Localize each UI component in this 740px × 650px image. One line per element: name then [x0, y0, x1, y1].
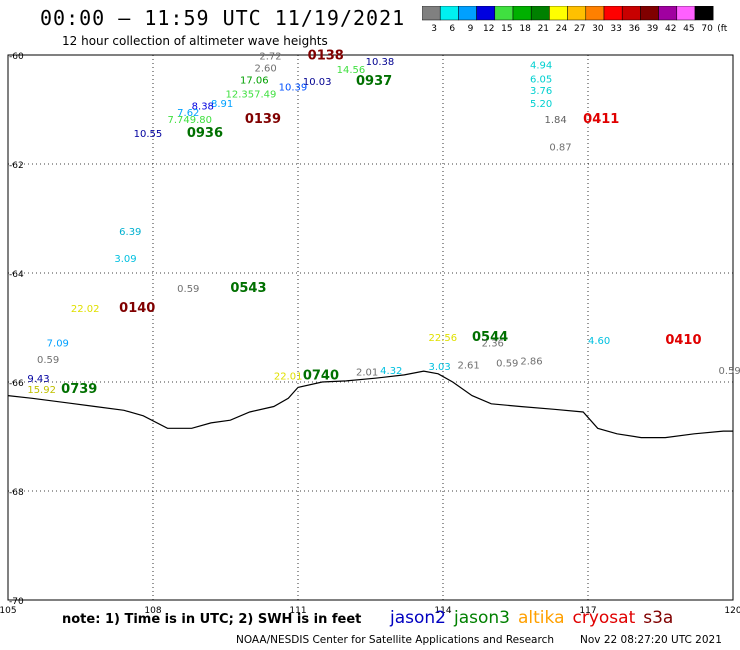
wave-height-value: 3.09: [114, 254, 136, 265]
colorbar-label: 15: [501, 24, 512, 32]
generated-timestamp: Nov 22 08:27:20 UTC 2021: [580, 634, 722, 646]
wave-height-value: 0.87: [549, 142, 571, 153]
x-tick-label: 105: [0, 606, 17, 616]
wave-height-value: 6.05: [530, 74, 552, 85]
wave-height-value: 5.20: [530, 99, 552, 110]
colorbar-label: 33: [610, 24, 621, 32]
map-subtitle: 12 hour collection of altimeter wave hei…: [62, 34, 328, 48]
wave-height-value: 12.357.49: [226, 90, 277, 101]
x-tick-label: 117: [579, 606, 596, 616]
legend-s3a: s3a: [643, 608, 674, 628]
wave-height-value: 3.03: [429, 362, 451, 373]
wave-height-value: 0.59: [37, 355, 59, 366]
map-title: 00:00 – 11:59 UTC 11/19/2021: [40, 6, 406, 30]
colorbar-label: 18: [519, 24, 531, 32]
wave-height-value: 14.56: [337, 65, 366, 76]
wave-height-value: 1.84: [545, 115, 567, 126]
wave-height-value: 22.01: [274, 371, 303, 382]
wave-height-value: 22.56: [429, 333, 458, 344]
footer-note: note: 1) Time is in UTC; 2) SWH is in fe…: [62, 612, 362, 627]
colorbar-label: 39: [647, 24, 659, 32]
colorbar-label: 27: [574, 24, 585, 32]
wave-height-value: 22.02: [71, 304, 100, 315]
wave-height-value: 10.38: [366, 57, 395, 68]
wave-height-value: 10.03: [303, 77, 332, 88]
wave-height-value: 2.61: [458, 360, 480, 371]
x-tick-label: 114: [434, 606, 451, 616]
wave-height-value: 2.60: [255, 63, 277, 74]
pass-time-label: 0410: [665, 333, 701, 348]
pass-time-label: 0139: [245, 112, 281, 127]
wave-height-value: 2.72: [259, 51, 281, 62]
wave-height-value: 0.59: [719, 366, 740, 377]
y-tick-label: -62: [9, 161, 24, 171]
pass-time-label: 0740: [303, 368, 339, 383]
colorbar-label: 6: [449, 24, 455, 32]
colorbar-label: 21: [538, 24, 549, 32]
y-tick-label: -68: [9, 488, 24, 498]
wave-height-value: 15.92: [27, 385, 56, 396]
colorbar-label: 70: [701, 24, 713, 32]
colorbar-label: 24: [556, 24, 568, 32]
x-tick-label: 120: [724, 606, 740, 616]
wave-height-value: 7.09: [47, 339, 69, 350]
wave-height-value: 9.43: [27, 374, 49, 385]
colorbar-unit: (ft): [717, 24, 728, 32]
legend-jason2: jason2: [390, 608, 446, 628]
wave-height-value: 3.76: [530, 86, 552, 97]
wave-height-value: 10.39: [279, 82, 308, 93]
credit-text: NOAA/NESDIS Center for Satellite Applica…: [236, 634, 554, 646]
wave-height-value: 7.749.80: [168, 115, 213, 126]
legend-altika: altika: [518, 608, 565, 628]
colorbar-label: 36: [629, 24, 641, 32]
colorbar-label: 45: [683, 24, 694, 32]
x-tick-label: 111: [289, 606, 306, 616]
wave-height-value: 2.01: [356, 367, 378, 378]
colorbar-label: 42: [665, 24, 676, 32]
colorbar-label: 3: [431, 24, 437, 32]
pass-time-label: 0543: [230, 281, 266, 296]
x-tick-label: 108: [144, 606, 161, 616]
colorbar-label: 12: [483, 24, 494, 32]
pass-time-label: 0739: [61, 382, 97, 397]
wave-height-value: 7.62: [177, 108, 199, 119]
legend-jason3: jason3: [454, 608, 510, 628]
y-tick-label: -60: [9, 52, 24, 62]
colorbar-swatch: [694, 6, 714, 21]
pass-time-label: 0138: [308, 48, 344, 63]
wave-height-value: 4.94: [530, 61, 552, 72]
pass-time-label: 0411: [583, 112, 619, 127]
pass-time-label: 0936: [187, 126, 223, 141]
wave-height-value: 4.60: [588, 336, 610, 347]
pass-time-label: 0937: [356, 74, 392, 89]
pass-time-label: 0140: [119, 301, 155, 316]
colorbar-label: 9: [468, 24, 474, 32]
y-tick-label: -64: [9, 270, 24, 280]
map-frame: [7, 54, 734, 601]
wave-height-value: 2.36: [482, 339, 504, 350]
satellite-legend: jason2 jason3 altika cryosat s3a: [390, 608, 681, 628]
pass-time-label: 0544: [472, 330, 508, 345]
coastline: [7, 370, 733, 439]
wave-height-value: 0.59: [496, 359, 518, 370]
wave-height-value: 8.38: [192, 102, 214, 113]
y-tick-label: -70: [9, 597, 24, 607]
wave-height-value: 4.32: [380, 366, 402, 377]
wave-height-value: 2.86: [520, 357, 542, 368]
wave-height-value: 0.59: [177, 284, 199, 295]
wave-height-value: 17.06: [240, 75, 269, 86]
wave-height-value: 6.39: [119, 227, 141, 238]
wave-height-value: 8.91: [211, 99, 233, 110]
legend-cryosat: cryosat: [572, 608, 636, 628]
colorbar-label: 30: [592, 24, 604, 32]
wave-height-value: 10.55: [134, 129, 163, 140]
y-tick-label: -66: [9, 379, 24, 389]
